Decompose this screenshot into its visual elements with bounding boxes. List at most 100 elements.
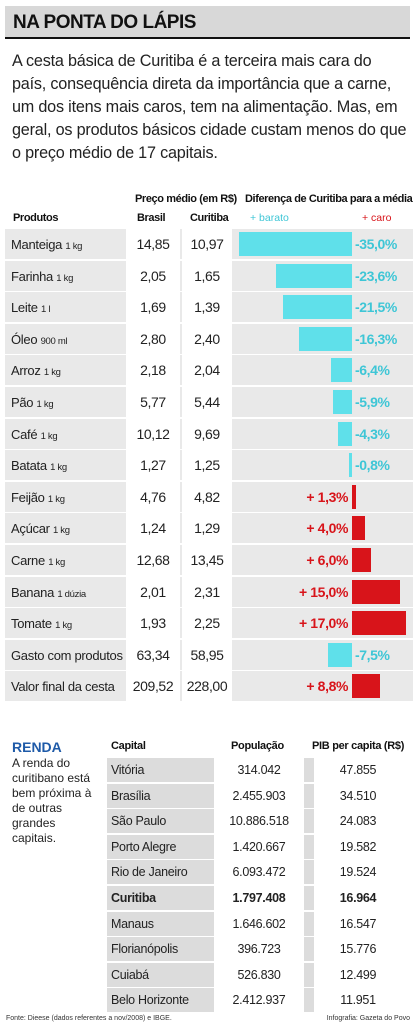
table-row: Óleo 900 ml 2,80 2,40 -16,3% [5, 323, 413, 354]
curitiba-cell [182, 229, 232, 259]
product-label: Açúcar 1 kg [11, 521, 70, 536]
pib-cell [314, 988, 402, 1013]
curitiba-cell [182, 260, 232, 291]
curitiba-cell [182, 481, 232, 512]
diff-label: + 17,0% [299, 615, 348, 632]
pib-cell [314, 911, 402, 936]
price-brasil: 4,76 [140, 488, 166, 505]
capital-name: Rio de Janeiro [111, 865, 188, 880]
price-brasil: 1,24 [140, 520, 166, 537]
capital-population: 526.830 [237, 967, 281, 982]
product-name: Feijão [11, 489, 45, 505]
price-curitiba: 13,45 [190, 552, 224, 568]
pib-cell [314, 834, 402, 859]
col-produtos: Produtos [13, 212, 59, 224]
diff-bar [352, 674, 380, 699]
product-name: Carne [11, 553, 45, 568]
price-brasil: 2,05 [140, 267, 166, 284]
diff-bar [352, 579, 400, 604]
curitiba-cell [182, 387, 232, 417]
renda-text: A renda do curitibano está bem próxima à… [12, 756, 92, 845]
capital-name: Vitória [111, 763, 145, 777]
curitiba-cell [182, 639, 232, 670]
capital-pib: 24.083 [339, 814, 377, 829]
population-cell [214, 886, 304, 910]
product-name: Açúcar [11, 521, 50, 537]
brasil-cell [126, 292, 180, 323]
price-brasil: 10,12 [136, 425, 170, 442]
diff-label: -35,0% [355, 236, 397, 252]
brasil-cell [126, 481, 180, 512]
renda-title: RENDA [12, 739, 62, 755]
capital-pib: 15.776 [339, 942, 377, 957]
diff-label: -21,5% [355, 299, 397, 316]
curitiba-cell [182, 450, 232, 481]
capital-population: 10.886.518 [229, 814, 289, 829]
capital-name: Curitiba [111, 891, 156, 905]
population-cell [214, 834, 304, 859]
capital-population: 2.412.937 [232, 993, 286, 1008]
curitiba-cell [182, 323, 232, 354]
price-curitiba: 1,25 [194, 457, 220, 474]
pib-cell [314, 886, 402, 910]
brasil-cell [126, 576, 180, 607]
diff-label: -16,3% [355, 330, 397, 347]
pib-cell [314, 962, 402, 987]
table-row: Arroz 1 kg 2,18 2,04 -6,4% [5, 355, 413, 386]
capital-row: Florianópolis 396.723 15.776 [107, 937, 402, 962]
product-name: Gasto com produtos [11, 647, 123, 663]
brasil-cell [126, 229, 180, 259]
product-label: Arroz 1 kg [11, 363, 61, 378]
product-name: Café [11, 426, 38, 442]
capital-pib: 19.524 [339, 865, 377, 880]
capital-population: 1.797.408 [232, 891, 286, 905]
diff-bar [338, 421, 352, 446]
diff-label: -7,5% [355, 646, 390, 663]
capital-pib: 12.499 [339, 967, 377, 982]
diff-label: + 8,8% [306, 678, 348, 695]
diff-label: + 4,0% [306, 520, 348, 537]
curitiba-cell [182, 576, 232, 607]
curitiba-cell [182, 608, 232, 639]
curitiba-cell [182, 545, 232, 575]
capital-row: Cuiabá 526.830 12.499 [107, 962, 402, 987]
diff-label: -6,4% [355, 362, 390, 379]
capital-name: Belo Horizonte [111, 993, 189, 1008]
product-label: Café 1 kg [11, 426, 58, 442]
diff-bar [352, 611, 406, 636]
product-name: Pão [11, 395, 34, 410]
product-name: Farinha [11, 268, 53, 284]
capital-population: 314.042 [237, 763, 281, 777]
product-label: Feijão 1 kg [11, 490, 65, 505]
price-brasil: 12,68 [136, 552, 170, 568]
brasil-cell [126, 639, 180, 670]
price-brasil: 2,18 [140, 362, 166, 379]
table-row: Café 1 kg 10,12 9,69 -4,3% [5, 418, 413, 449]
legend-mais-barato: + barato [250, 212, 289, 224]
diff-label: + 15,0% [299, 583, 348, 600]
pib-cell [314, 783, 402, 808]
price-brasil: 63,34 [136, 646, 170, 663]
diff-label: + 1,3% [306, 488, 348, 505]
col-pib: PIB per capita (R$) [312, 740, 405, 752]
diff-bar [352, 484, 357, 509]
capital-population: 1.646.602 [232, 916, 286, 931]
diff-label: + 6,0% [306, 552, 348, 568]
curitiba-cell [182, 513, 232, 544]
product-label: Leite 1 l [11, 300, 50, 315]
price-curitiba: 228,00 [186, 678, 228, 695]
population-cell [214, 988, 304, 1013]
capital-pib: 19.582 [339, 839, 377, 854]
price-curitiba: 1,29 [194, 520, 220, 537]
product-name: Batata [11, 458, 47, 474]
population-cell [214, 758, 304, 782]
brasil-cell [126, 387, 180, 417]
table-row: Valor final da cesta 209,52 228,00 + 8,8% [5, 671, 413, 702]
col-populacao: População [231, 740, 284, 752]
table-row: Tomate 1 kg 1,93 2,25 + 17,0% [5, 608, 413, 639]
diff-label: -23,6% [355, 267, 397, 284]
diff-bar [332, 390, 352, 414]
population-cell [214, 937, 304, 962]
population-cell [214, 860, 304, 885]
product-label: Farinha 1 kg [11, 269, 73, 284]
